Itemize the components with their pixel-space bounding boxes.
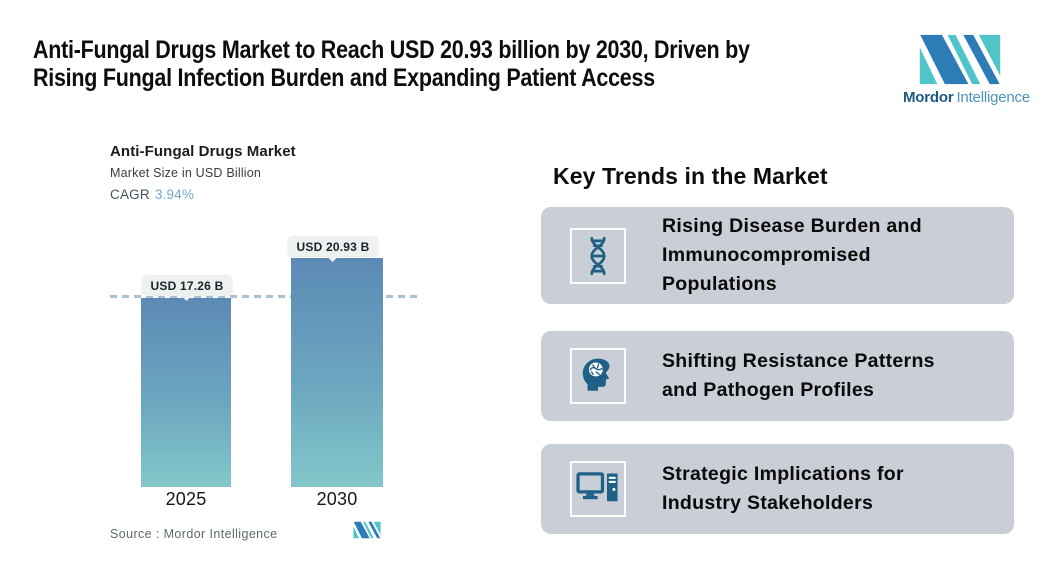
axis-label-2030: 2030	[316, 489, 358, 509]
source-note: Source : Mordor Intelligence	[110, 527, 278, 541]
cagr-value: 3.94%	[154, 187, 195, 202]
trend-title: Strategic Implications for Industry Stak…	[662, 463, 904, 514]
head-brain-icon	[582, 358, 610, 391]
trend-title: Shifting Resistance Patterns and Pathoge…	[662, 350, 935, 401]
mordor-logo-icon	[919, 34, 1001, 85]
value-callout-2030: USD 20.93 B	[287, 236, 379, 257]
mordor-logo-small-icon	[353, 521, 381, 539]
brand-logo: Mordor Intelligence	[903, 34, 1030, 106]
brand-name-light: Intelligence	[956, 89, 1030, 106]
trend-card-resistance-patterns: Shifting Resistance Patterns and Pathoge…	[541, 331, 1014, 421]
chart-title: Anti-Fungal Drugs Market	[110, 143, 296, 160]
icon-box	[570, 348, 626, 404]
bar-2030	[291, 258, 383, 487]
icon-box	[570, 227, 626, 284]
chart-subtitle: Market Size in USD Billion	[110, 166, 262, 180]
dna-icon	[590, 236, 606, 275]
cagr-label: CAGR	[110, 187, 150, 202]
brand-name-bold: Mordor	[903, 89, 954, 106]
trend-title: Rising Disease Burden and Immunocompromi…	[662, 215, 922, 295]
trends-heading: Key Trends in the Market	[553, 163, 828, 189]
axis-label-2025: 2025	[165, 489, 207, 509]
value-callout-2025: USD 17.26 B	[141, 275, 233, 296]
bar-2025	[141, 298, 231, 487]
icon-box	[570, 461, 626, 517]
trend-card-strategic-implications: Strategic Implications for Industry Stak…	[541, 444, 1014, 534]
cagr-row: CAGR 3.94%	[110, 187, 194, 202]
brand-name: Mordor Intelligence	[903, 89, 1030, 106]
headline: Anti-Fungal Drugs Market to Reach USD 20…	[33, 36, 750, 92]
computer-icon	[576, 472, 618, 502]
trend-card-disease-burden: Rising Disease Burden and Immunocompromi…	[541, 207, 1014, 304]
reference-dashed-line	[110, 295, 421, 298]
